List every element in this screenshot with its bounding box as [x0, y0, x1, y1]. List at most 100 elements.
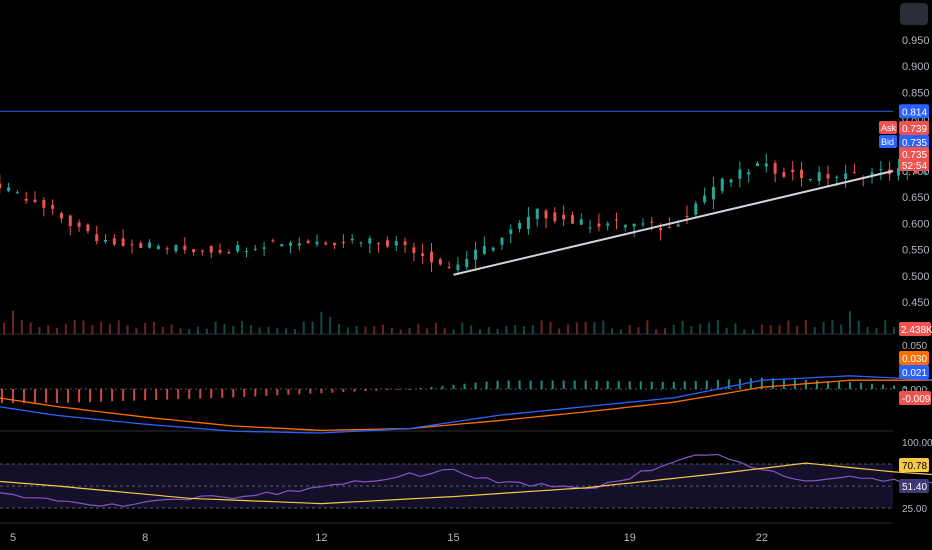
- macd-histogram-bar: [166, 389, 169, 400]
- macd-histogram-bar: [551, 380, 554, 389]
- macd-histogram-bar: [419, 387, 422, 389]
- macd-histogram-bar: [584, 380, 587, 389]
- volume-bar: [64, 323, 67, 334]
- price-tick-label: 0.650: [902, 192, 930, 204]
- volume-bar: [523, 326, 526, 334]
- macd-histogram-bar: [111, 389, 114, 402]
- volume-bar: [875, 327, 878, 334]
- macd-histogram-bar: [882, 384, 885, 389]
- volume-bar: [205, 328, 208, 334]
- price-tick-label: 0.900: [902, 61, 930, 73]
- macd-histogram-bar: [254, 389, 257, 397]
- volume-bar: [223, 324, 226, 334]
- macd-histogram-bar: [915, 387, 918, 389]
- volume-bar: [382, 324, 385, 334]
- candle-body: [385, 240, 389, 247]
- volume-bar: [663, 328, 666, 334]
- candle-body: [77, 222, 81, 227]
- bid-price-tag: 0.735: [902, 138, 927, 149]
- candle-body: [341, 241, 345, 244]
- last-price-bg: [899, 147, 929, 171]
- candle-body: [579, 219, 583, 225]
- volume-bar: [611, 328, 614, 334]
- macd-histogram-bar: [727, 379, 730, 389]
- volume-bar: [496, 328, 499, 334]
- candle-body: [438, 259, 442, 265]
- macd-histogram-bar: [463, 383, 466, 389]
- candle-body: [641, 223, 645, 225]
- candle-body: [923, 171, 927, 175]
- volume-bar: [443, 327, 446, 334]
- volume-bar: [531, 325, 534, 334]
- macd-histogram-bar: [694, 380, 697, 389]
- volume-bar: [100, 322, 103, 334]
- volume-bar: [514, 324, 517, 334]
- candle-body: [544, 210, 548, 219]
- bid-tag-bg: [879, 135, 897, 148]
- volume-bar: [337, 323, 340, 334]
- volume-bar: [320, 311, 323, 334]
- candle-body: [826, 174, 830, 179]
- candle-body: [59, 213, 63, 219]
- countdown-tag: 52:54: [902, 161, 927, 172]
- volume-bar: [672, 324, 675, 334]
- candle-body: [7, 187, 11, 191]
- volume-bar: [452, 329, 455, 334]
- candle-body: [271, 240, 275, 242]
- price-tick-label: 0.550: [902, 245, 930, 257]
- volume-bar: [884, 320, 887, 334]
- candle-body: [817, 172, 821, 181]
- macd-histogram-bar: [177, 389, 180, 400]
- volume-bar: [126, 325, 129, 334]
- candle-body: [324, 242, 328, 245]
- candle-body: [800, 169, 804, 179]
- volume-bar: [725, 327, 728, 334]
- volume-bar: [161, 326, 164, 334]
- candle-body: [289, 242, 293, 246]
- volume-bar: [813, 327, 816, 334]
- macd-histogram-bar: [122, 389, 125, 401]
- candle-body: [685, 216, 689, 218]
- macd-value-tag: 0.021: [902, 368, 927, 379]
- candle-body: [430, 251, 433, 263]
- candle-body: [588, 227, 592, 229]
- candle-body: [350, 238, 354, 241]
- candle-body: [394, 241, 398, 246]
- volume-bar: [575, 322, 578, 334]
- volume-bar: [285, 328, 288, 334]
- candle-body: [200, 250, 204, 252]
- volume-bar: [373, 326, 376, 334]
- candle-body: [315, 241, 319, 245]
- macd-histogram-bar: [133, 389, 136, 401]
- rsi-tick-label: 25.00: [902, 504, 927, 515]
- candle-body: [676, 224, 680, 227]
- volume-bar: [628, 324, 631, 334]
- chart-settings-button[interactable]: [900, 3, 928, 25]
- volume-bar: [646, 320, 649, 334]
- candle-body: [518, 222, 522, 229]
- candle-body: [306, 240, 310, 243]
- candle-body: [773, 163, 777, 174]
- volume-bar: [505, 326, 508, 334]
- volume-bar: [302, 321, 305, 334]
- macd-histogram-bar: [276, 389, 279, 396]
- candle-body: [597, 223, 601, 227]
- macd-histogram-bar: [849, 381, 851, 389]
- candle-body: [95, 234, 99, 242]
- rsi-ma-tag: 70.78: [902, 461, 927, 472]
- volume-bar: [241, 321, 244, 334]
- volume-bar: [329, 316, 332, 334]
- macd-histogram-bar: [155, 389, 158, 400]
- candle-body: [403, 241, 407, 246]
- volume-bar: [602, 320, 605, 334]
- macd-histogram-bar: [826, 380, 829, 389]
- candle-body: [333, 242, 337, 246]
- ask-price-tag: 0.739: [902, 124, 927, 135]
- level-price-tag: 0.814: [902, 107, 927, 118]
- macd-histogram-bar: [188, 389, 191, 399]
- macd-histogram-bar: [837, 381, 840, 389]
- candle-body: [183, 245, 187, 250]
- volume-bar: [849, 311, 851, 334]
- macd-histogram-bar: [34, 389, 37, 404]
